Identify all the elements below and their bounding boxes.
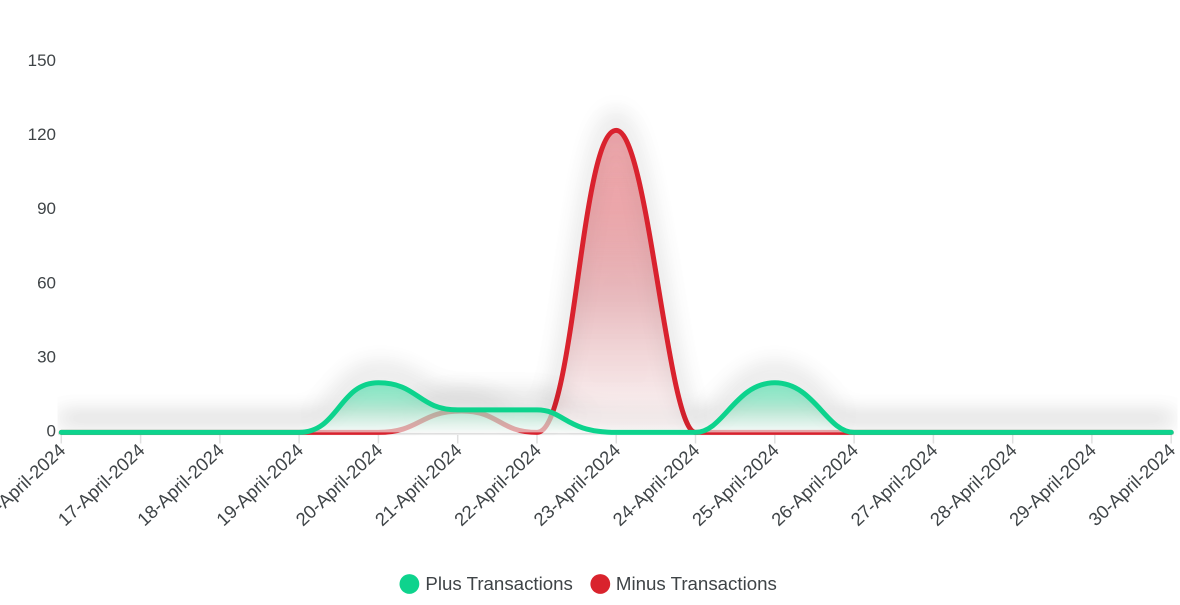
svg-text:0: 0 bbox=[47, 422, 56, 441]
svg-text:120: 120 bbox=[28, 125, 56, 144]
svg-text:30-April-2024: 30-April-2024 bbox=[1084, 439, 1179, 530]
svg-text:30: 30 bbox=[37, 347, 56, 366]
svg-text:150: 150 bbox=[28, 51, 56, 70]
svg-text:60: 60 bbox=[37, 273, 56, 292]
svg-text:Minus Transactions: Minus Transactions bbox=[616, 573, 777, 594]
svg-text:90: 90 bbox=[37, 199, 56, 218]
svg-text:Plus Transactions: Plus Transactions bbox=[425, 573, 573, 594]
